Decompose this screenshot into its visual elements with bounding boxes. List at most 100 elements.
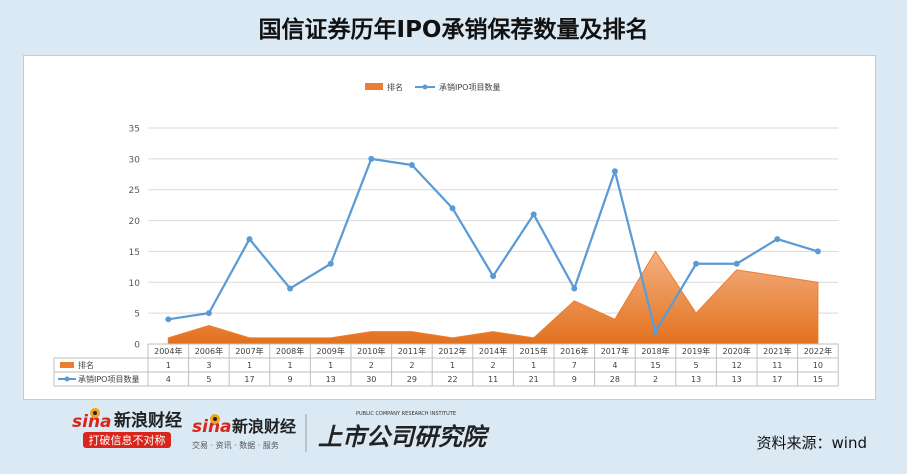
y-tick-label: 35 (129, 125, 140, 135)
series-ipo-count-line (165, 155, 821, 335)
sina-brand: 新浪财经 (114, 410, 182, 431)
table-cell-rank: 4 (612, 361, 617, 370)
table-cell-rank: 15 (650, 361, 660, 370)
table-cell-rank: 11 (772, 361, 782, 370)
footer: sina 新浪财经 打破信息不对称 sina 新浪财经 交易 · 资讯 · 数据… (72, 408, 490, 452)
line-point (205, 310, 212, 317)
line-point (490, 273, 497, 280)
x-tick-label: 2022年 (804, 346, 832, 356)
svg-text:sina: sina (72, 412, 112, 432)
line-point (693, 260, 700, 267)
line-point (246, 236, 253, 243)
legend-marker-ipo (422, 84, 428, 90)
x-tick-label: 2019年 (682, 346, 710, 356)
sina-logo: sina 新浪财经 打破信息不对称 (72, 408, 182, 448)
table-cell-ipo: 17 (772, 375, 782, 384)
table-cell-ipo: 13 (691, 375, 701, 384)
chart-panel: 排名 承销IPO项目数量 0 5 10 15 20 25 30 35 2004年 2006年 200… (23, 55, 876, 400)
table-cell-rank: 1 (288, 361, 293, 370)
table-cell-rank: 1 (247, 361, 252, 370)
x-tick-label: 2014年 (479, 346, 507, 356)
table-cell-rank: 10 (813, 361, 823, 370)
table-cell-ipo: 13 (326, 375, 336, 384)
institute-logo: PUBLIC COMPANY RESEARCH INSTITUTE 上市公司研究… (318, 411, 490, 451)
chart-legend: 排名 承销IPO项目数量 (365, 82, 500, 92)
sina-tagline-2: 交易 · 资讯 · 数据 · 服务 (192, 440, 279, 450)
x-tick-label: 2009年 (317, 346, 345, 356)
table-row-label-ipo: 承销IPO项目数量 (78, 374, 139, 384)
table-cell-rank: 1 (166, 361, 171, 370)
source-note: 资料来源：wind (756, 434, 867, 452)
table-cell-ipo: 2 (653, 375, 658, 384)
x-tick-label: 2004年 (154, 346, 182, 356)
line-point (287, 285, 294, 292)
line-point (733, 260, 740, 267)
series-rank-area (167, 250, 819, 345)
x-tick-label: 2006年 (195, 346, 223, 356)
sina-logo-2: sina 新浪财经 交易 · 资讯 · 数据 · 服务 (192, 414, 296, 450)
table-cell-ipo: 5 (206, 375, 211, 384)
table-cell-rank: 2 (491, 361, 496, 370)
table-cell-ipo: 13 (732, 375, 742, 384)
table-key-rank (60, 362, 74, 368)
x-tick-label: 2008年 (276, 346, 304, 356)
area-rank (167, 250, 819, 345)
y-tick-label: 20 (129, 217, 141, 227)
table-cell-rank: 2 (369, 361, 374, 370)
sina-slogan: 打破信息不对称 (89, 433, 166, 447)
x-tick-label: 2017年 (601, 346, 629, 356)
table-cell-rank: 2 (409, 361, 414, 370)
table-cell-ipo: 17 (244, 375, 254, 384)
line-point (165, 316, 172, 323)
table-cell-ipo: 4 (166, 375, 171, 384)
line-point (571, 285, 578, 292)
x-tick-label: 2021年 (763, 346, 791, 356)
line-point (327, 260, 334, 267)
y-tick-label: 5 (134, 310, 140, 320)
table-row-label-rank: 排名 (78, 360, 94, 370)
y-tick-label: 30 (129, 155, 141, 165)
line-point (408, 162, 415, 169)
table-cell-ipo: 11 (488, 375, 498, 384)
line-point (530, 211, 537, 218)
table-cell-rank: 1 (450, 361, 455, 370)
x-tick-label: 2010年 (357, 346, 385, 356)
table-cell-ipo: 29 (407, 375, 417, 384)
x-tick-label: 2012年 (438, 346, 466, 356)
table-cell-rank: 3 (206, 361, 211, 370)
table-cell-ipo: 22 (447, 375, 457, 384)
table-cell-ipo: 15 (813, 375, 823, 384)
table-key-ipo-marker (64, 376, 70, 382)
y-tick-label: 10 (129, 279, 141, 289)
table-cell-ipo: 30 (366, 375, 376, 384)
x-tick-label: 2016年 (560, 346, 588, 356)
sina-brand-2: 新浪财经 (232, 417, 296, 436)
table-cell-rank: 1 (531, 361, 536, 370)
y-tick-label: 15 (129, 248, 140, 258)
table-cell-ipo: 28 (610, 375, 620, 384)
table-cell-rank: 7 (572, 361, 577, 370)
y-tick-label: 0 (134, 341, 140, 351)
x-tick-label: 2015年 (520, 346, 548, 356)
table-cell-ipo: 9 (288, 375, 293, 384)
page-title: 国信证券历年IPO承销保荐数量及排名 (258, 17, 649, 43)
legend-label-ipo: 承销IPO项目数量 (439, 82, 500, 92)
institute-name: 上市公司研究院 (318, 423, 490, 451)
table-cell-rank: 5 (694, 361, 699, 370)
legend-label-rank: 排名 (387, 82, 403, 92)
line-point (652, 328, 659, 335)
y-axis: 0 5 10 15 20 25 30 35 (129, 125, 141, 351)
x-tick-label: 2011年 (398, 346, 426, 356)
line-point (368, 155, 375, 162)
x-tick-label: 2018年 (641, 346, 669, 356)
line-point (814, 248, 821, 255)
svg-text:sina: sina (192, 417, 232, 437)
x-tick-label: 2007年 (235, 346, 263, 356)
line-point (449, 205, 456, 212)
line-point (774, 236, 781, 243)
table-cell-ipo: 9 (572, 375, 577, 384)
table-cell-rank: 1 (328, 361, 333, 370)
x-tick-label: 2020年 (723, 346, 751, 356)
table-cell-rank: 12 (732, 361, 742, 370)
